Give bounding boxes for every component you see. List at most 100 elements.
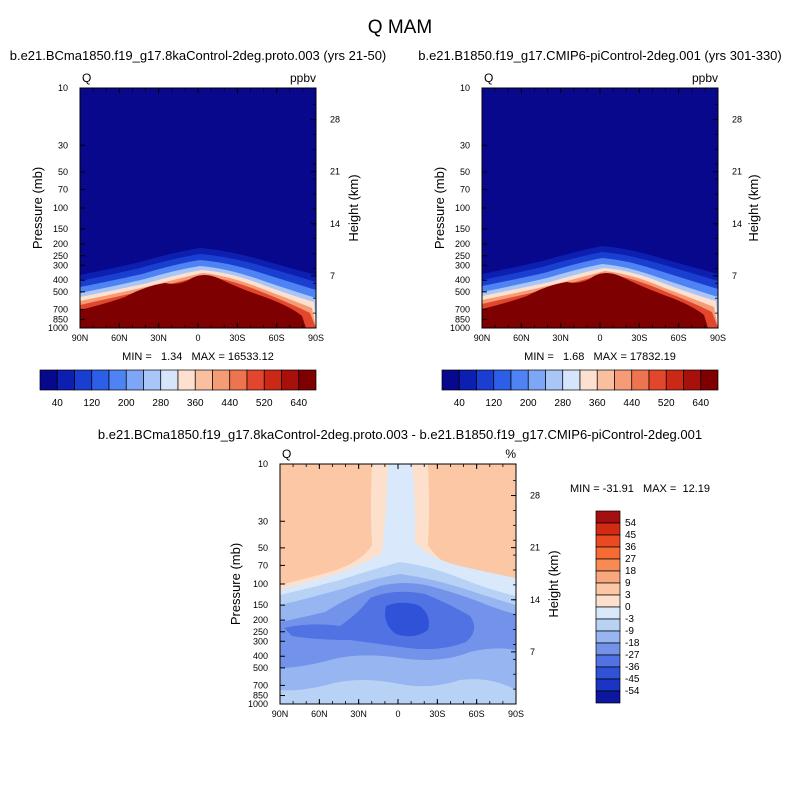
colorbar-label: 40 — [454, 398, 466, 409]
colorbar-label: 120 — [83, 398, 100, 409]
colorbar-label: 360 — [589, 398, 606, 409]
panel-1-variable: Q — [82, 71, 91, 85]
colorbar-swatch — [177, 369, 196, 391]
y-tick-label: 1000 — [48, 323, 68, 333]
x-tick-label: 60N — [513, 333, 530, 343]
panel-2-contour-band — [482, 273, 708, 328]
colorbar-label: 40 — [52, 398, 64, 409]
colorbar-label: 36 — [625, 542, 637, 553]
panel-3-ylabel-right: Height (km) — [546, 550, 561, 617]
y-tick-label: 100 — [253, 579, 268, 589]
colorbar-label: 520 — [658, 398, 675, 409]
panel-3: b.e21.BCma1850.f19_g17.8kaControl-2deg.p… — [98, 427, 710, 719]
y-tick-label: 10 — [58, 83, 68, 93]
panel-2-ylabel: Pressure (mb) — [432, 167, 447, 249]
colorbar-swatch — [595, 666, 621, 680]
y-tick-label: 150 — [253, 600, 268, 610]
panel-2-variable: Q — [484, 71, 493, 85]
colorbar-swatch — [595, 642, 621, 656]
y-right-tick-label: 21 — [732, 167, 742, 177]
colorbar-swatch — [700, 369, 719, 391]
colorbar-swatch — [229, 369, 248, 391]
colorbar-swatch — [595, 546, 621, 560]
y-tick-label: 500 — [253, 663, 268, 673]
y-tick-label: 70 — [58, 184, 68, 194]
colorbar-label: -9 — [625, 626, 634, 637]
figure-title: Q MAM — [368, 17, 432, 38]
panel-2-stats: MIN = 1.68 MAX = 17832.19 — [524, 351, 676, 363]
y-tick-label: 500 — [53, 287, 68, 297]
colorbar-swatch — [56, 369, 75, 391]
y-tick-label: 250 — [53, 251, 68, 261]
colorbar-label: 45 — [625, 530, 637, 541]
colorbar-label: 54 — [625, 518, 637, 529]
panel-2-title: b.e21.B1850.f19_g17.CMIP6-piControl-2deg… — [418, 48, 782, 63]
colorbar-swatch — [212, 369, 231, 391]
y-tick-label: 50 — [58, 167, 68, 177]
colorbar-swatch — [683, 369, 702, 391]
colorbar-label: -54 — [625, 686, 640, 697]
colorbar-label: 640 — [290, 398, 307, 409]
colorbar-swatch — [595, 534, 621, 548]
y-tick-label: 30 — [258, 516, 268, 526]
panel-3-title: b.e21.BCma1850.f19_g17.8kaControl-2deg.p… — [98, 427, 702, 442]
colorbar-label: -36 — [625, 662, 640, 673]
colorbar-label: 27 — [625, 554, 637, 565]
x-tick-label: 90S — [710, 333, 726, 343]
colorbar-label: 360 — [187, 398, 204, 409]
colorbar-swatch — [595, 606, 621, 620]
x-tick-label: 30S — [229, 333, 245, 343]
y-tick-label: 300 — [253, 636, 268, 646]
colorbar-swatch — [595, 678, 621, 692]
colorbar-swatch — [595, 690, 621, 704]
panel-1-contour-band — [80, 275, 306, 328]
colorbar-label: -3 — [625, 614, 634, 625]
x-tick-label: 30S — [429, 709, 445, 719]
panel-3-variable: Q — [282, 447, 291, 461]
colorbar-label: -27 — [625, 650, 640, 661]
y-tick-label: 700 — [53, 304, 68, 314]
panel-1-contour-field — [80, 88, 316, 328]
y-tick-label: 50 — [258, 543, 268, 553]
colorbar-swatch — [596, 369, 615, 391]
y-tick-label: 100 — [455, 203, 470, 213]
y-tick-label: 50 — [460, 167, 470, 177]
colorbar-swatch — [595, 558, 621, 572]
y-right-tick-label: 7 — [330, 271, 335, 281]
y-tick-label: 250 — [455, 251, 470, 261]
colorbar-swatch — [246, 369, 265, 391]
colorbar-label: -45 — [625, 674, 640, 685]
colorbar-swatch — [562, 369, 581, 391]
y-tick-label: 150 — [455, 224, 470, 234]
colorbar-swatch — [143, 369, 162, 391]
panel-3-ylabel: Pressure (mb) — [228, 543, 243, 625]
x-tick-label: 60N — [111, 333, 128, 343]
y-tick-label: 100 — [53, 203, 68, 213]
colorbar-label: 280 — [554, 398, 571, 409]
panel-3-x-axis: 90N 60N 30N 0 30S 60S 90S — [272, 464, 524, 719]
colorbar-swatch — [595, 582, 621, 596]
panel-1-ylabel-right: Height (km) — [346, 174, 361, 241]
panel-3-contour-field — [280, 464, 516, 704]
colorbar-label: 440 — [221, 398, 238, 409]
colorbar-label: 440 — [623, 398, 640, 409]
y-tick-label: 850 — [53, 315, 68, 325]
y-right-tick-label: 14 — [530, 595, 540, 605]
panel-1-stats: MIN = 1.34 MAX = 16533.12 — [122, 351, 274, 363]
y-tick-label: 10 — [258, 459, 268, 469]
panel-1-ylabel: Pressure (mb) — [30, 167, 45, 249]
y-tick-label: 850 — [253, 691, 268, 701]
colorbar-label: 200 — [118, 398, 135, 409]
colorbar-swatch — [263, 369, 282, 391]
colorbar-swatch — [595, 510, 621, 524]
panel-2-ylabel-right: Height (km) — [746, 174, 761, 241]
y-right-tick-label: 14 — [732, 219, 742, 229]
y-tick-label: 850 — [455, 315, 470, 325]
colorbar-label: 520 — [256, 398, 273, 409]
colorbar-swatch — [595, 594, 621, 608]
y-tick-label: 200 — [455, 239, 470, 249]
y-tick-label: 700 — [455, 304, 470, 314]
y-tick-label: 70 — [258, 560, 268, 570]
x-tick-label: 30N — [350, 709, 367, 719]
